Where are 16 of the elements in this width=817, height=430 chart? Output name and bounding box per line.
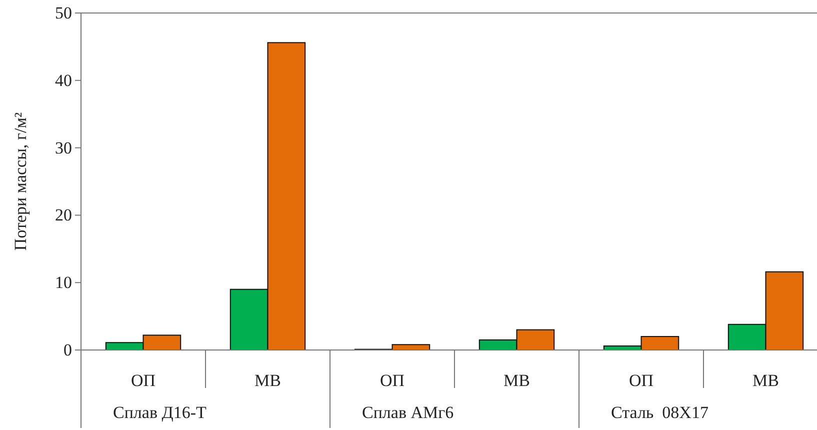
y-tick-label: 0 xyxy=(64,340,72,360)
text: Сплав АМг6 xyxy=(362,403,454,422)
text: Сталь 08Х17 xyxy=(611,403,709,422)
y-tick-label: 10 xyxy=(55,273,72,292)
x-tick-label: МВ xyxy=(504,371,530,390)
x-tick-label: ОП xyxy=(130,371,156,390)
y-tick-label: 20 xyxy=(55,206,72,225)
y-tick-label: 50 xyxy=(55,3,72,22)
x-tick-label: ОП xyxy=(380,371,405,390)
y-axis-title: Потери массы, г/м² xyxy=(11,112,30,251)
text: Сплав Д16-Т xyxy=(113,403,207,422)
y-tick-label: 40 xyxy=(55,70,72,90)
x-tick-label: МВ xyxy=(254,371,281,390)
x-tick-label: МВ xyxy=(752,371,779,390)
y-tick-label: 30 xyxy=(55,138,72,158)
x-tick-label: ОП xyxy=(628,371,654,390)
